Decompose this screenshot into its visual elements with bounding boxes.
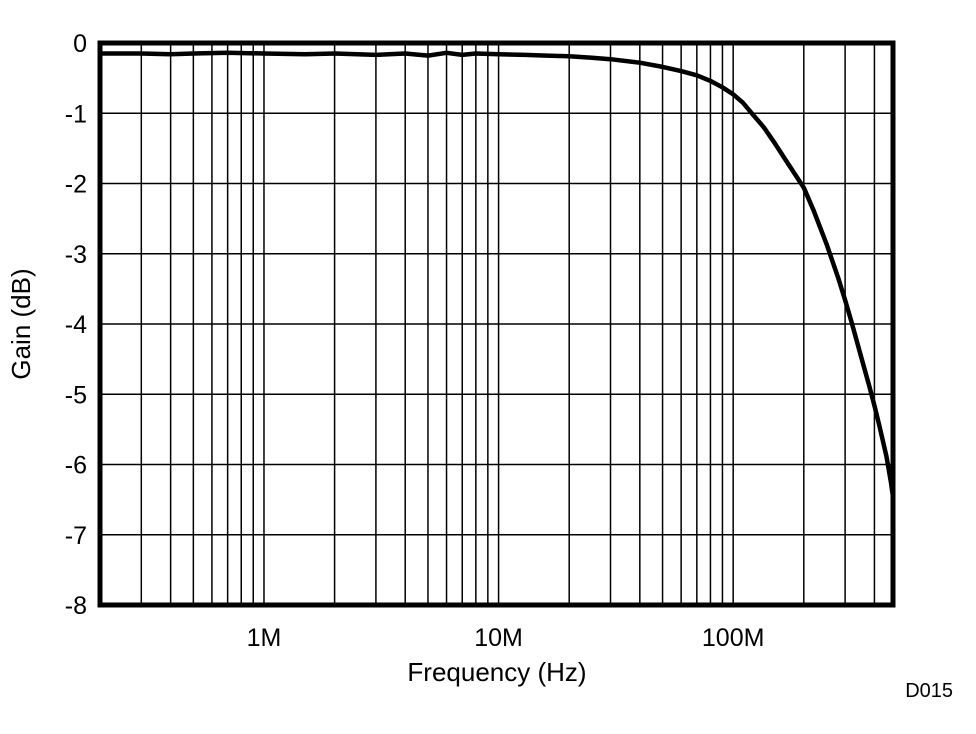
data-curve-layer <box>97 50 896 500</box>
y-tick-label: 0 <box>73 30 87 58</box>
figure-id-watermark: D015 <box>905 680 953 702</box>
x-tick-label: 10M <box>474 624 523 652</box>
y-tick-label: -1 <box>65 100 87 128</box>
gridlines <box>100 43 893 605</box>
y-tick-label: -6 <box>65 452 87 480</box>
x-tick-label: 1M <box>247 624 282 652</box>
y-tick-label: -3 <box>65 241 87 269</box>
plot-frame <box>97 40 896 608</box>
y-axis-title: Gain (dB) <box>6 268 36 379</box>
y-tick-label: -5 <box>65 381 87 409</box>
x-axis-tick-labels: 1M 10M 100M <box>247 624 765 652</box>
x-tick-label: 100M <box>702 624 765 652</box>
y-tick-label: -4 <box>65 311 87 339</box>
x-axis-title: Frequency (Hz) <box>407 657 586 687</box>
y-tick-label: -8 <box>65 592 87 620</box>
gain-curve <box>97 50 896 500</box>
y-tick-label: -2 <box>65 171 87 199</box>
y-tick-label: -7 <box>65 522 87 550</box>
y-axis-tick-labels: 0 -1 -2 -3 -4 -5 -6 -7 -8 <box>65 30 87 620</box>
